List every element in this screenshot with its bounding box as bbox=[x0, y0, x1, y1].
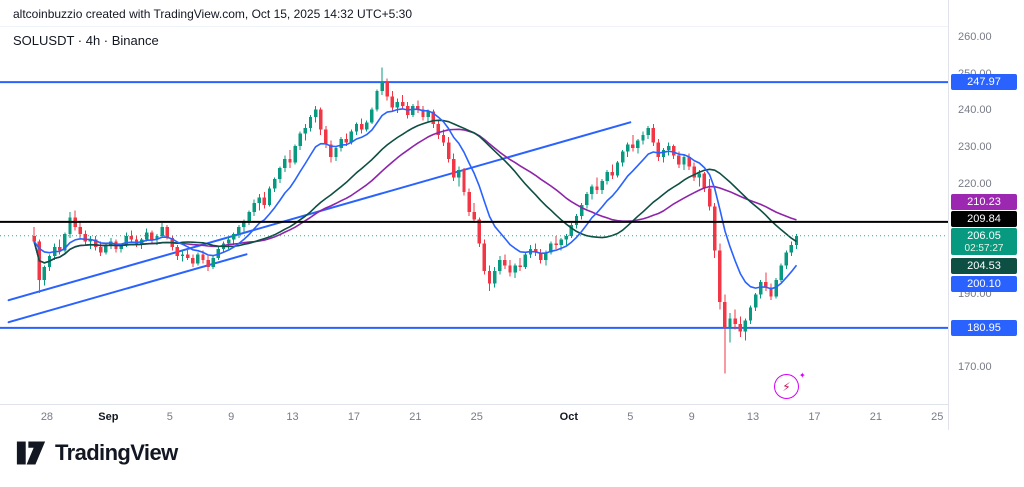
moving-averages-layer bbox=[33, 108, 798, 290]
time-label-21: 21 bbox=[409, 411, 422, 423]
price-tick-220.00: 220.00 bbox=[958, 177, 992, 190]
price-badge-206.05[interactable]: 206.05 02:57:27 bbox=[951, 227, 1017, 255]
price-axis[interactable]: 260.00250.00240.00230.00220.00190.00170.… bbox=[948, 0, 1024, 430]
tradingview-logo-icon bbox=[16, 441, 46, 465]
price-tick-170.00: 170.00 bbox=[958, 361, 992, 373]
time-label-Sep: Sep bbox=[98, 411, 119, 423]
ma-line-ema-fast[interactable] bbox=[33, 108, 798, 290]
header-divider bbox=[0, 26, 1024, 27]
price-line-layer bbox=[0, 220, 948, 237]
time-label-13: 13 bbox=[746, 411, 760, 423]
time-axis[interactable]: 28 Sep 5 9 13 17 21 25 Oct 5 9 13 17 21 25 bbox=[0, 404, 1024, 431]
time-label-25: 25 bbox=[470, 411, 483, 423]
price-tick-240.00: 240.00 bbox=[958, 104, 992, 117]
price-badge-247.97[interactable]: 247.97 bbox=[951, 74, 1017, 91]
time-label-13: 13 bbox=[286, 411, 299, 423]
trendline-2[interactable] bbox=[7, 253, 248, 324]
time-label-5: 5 bbox=[166, 411, 173, 423]
price-badge-180.95[interactable]: 180.95 bbox=[951, 319, 1017, 336]
ma-line-sma-slow[interactable] bbox=[33, 128, 797, 264]
time-label-21: 21 bbox=[869, 411, 882, 423]
price-badge-200.10[interactable]: 200.10 bbox=[951, 275, 1017, 292]
time-label-9: 9 bbox=[228, 411, 235, 423]
price-badge-209.84[interactable]: 209.84 bbox=[951, 210, 1017, 227]
sparkle-icon: ✦ bbox=[799, 371, 806, 380]
attribution-text: altcoinbuzzio created with TradingView.c… bbox=[13, 7, 413, 21]
time-label-9: 9 bbox=[688, 411, 695, 423]
ma-line-sma-mid[interactable] bbox=[33, 119, 797, 264]
time-label-5: 5 bbox=[627, 411, 634, 423]
time-label-Oct: Oct bbox=[559, 411, 579, 423]
time-label-17: 17 bbox=[347, 411, 361, 423]
price-badge-204.53[interactable]: 204.53 bbox=[951, 258, 1017, 275]
price-badge-210.23[interactable]: 210.23 bbox=[951, 194, 1017, 211]
chart-canvas[interactable] bbox=[0, 0, 1024, 430]
time-label-25: 25 bbox=[931, 411, 944, 423]
countdown-timer: 02:57:27 bbox=[964, 242, 1004, 254]
tradingview-wordmark: TradingView bbox=[55, 440, 178, 465]
lightning-button[interactable]: ⚡ bbox=[774, 374, 799, 399]
symbol-legend[interactable]: SOLUSDT · 4h · Binance bbox=[13, 33, 159, 48]
time-label-28: 28 bbox=[40, 411, 54, 423]
time-label-17: 17 bbox=[808, 411, 821, 423]
price-tick-260.00: 260.00 bbox=[958, 31, 992, 43]
tradingview-logo[interactable]: TradingView bbox=[16, 440, 178, 466]
lightning-icon: ⚡ bbox=[782, 379, 791, 394]
price-tick-230.00: 230.00 bbox=[958, 141, 992, 153]
